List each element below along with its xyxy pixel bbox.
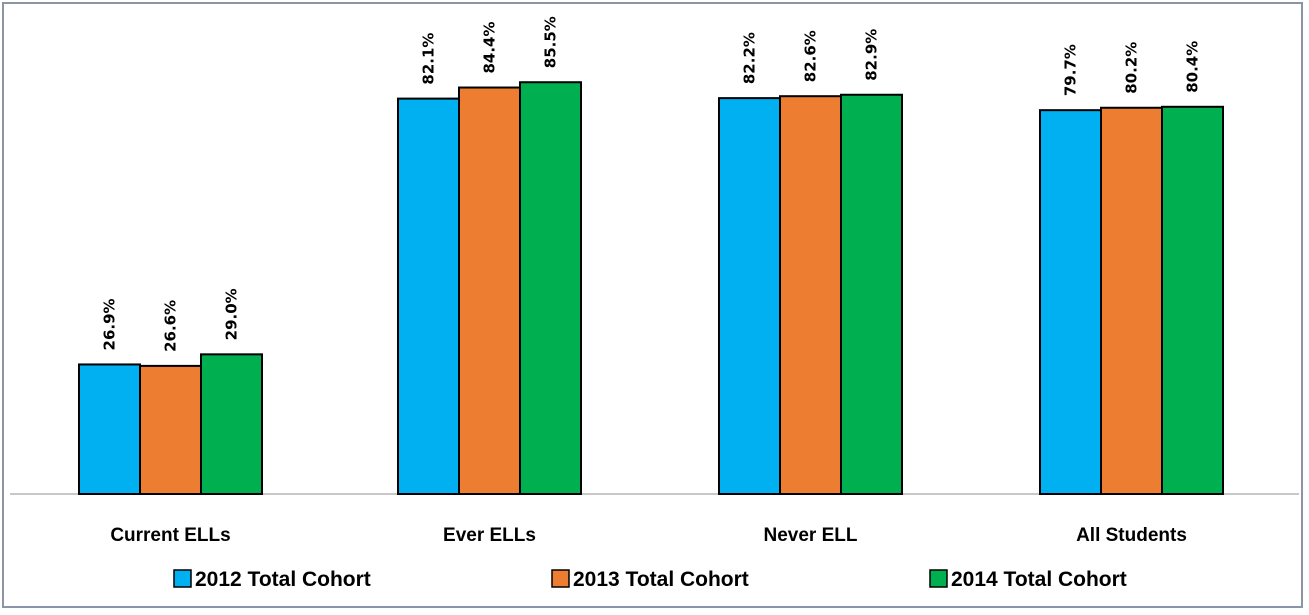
- data-label-current-ells-2014-total-cohort: 29.0%: [223, 288, 241, 340]
- bars-layer: [78, 81, 1224, 496]
- bar-all-students-2012-total-cohort: [1039, 109, 1102, 496]
- legend-swatch-2013-total-cohort: [551, 569, 570, 588]
- bar-all-students-2013-total-cohort: [1100, 106, 1163, 495]
- category-label-current-ells: Current ELLs: [110, 525, 230, 546]
- legend: 2012 Total Cohort 2013 Total Cohort 2014 T…: [173, 568, 1127, 591]
- bar-current-ells-2014-total-cohort: [200, 353, 263, 495]
- bar-ever-ells-2014-total-cohort: [519, 81, 582, 496]
- category-label-all-students: All Students: [1076, 525, 1187, 546]
- bar-never-ell-2014-total-cohort: [840, 93, 903, 495]
- legend-swatch-2012-total-cohort: [173, 569, 192, 588]
- bar-ever-ells-2013-total-cohort: [458, 86, 521, 495]
- legend-swatch-2014-total-cohort: [929, 569, 948, 588]
- category-label-never-ell: Never ELL: [764, 525, 858, 546]
- data-label-ever-ells-2014-total-cohort: 85.5%: [542, 16, 560, 68]
- data-label-current-ells-2012-total-cohort: 26.9%: [101, 298, 119, 350]
- data-label-all-students-2013-total-cohort: 80.2%: [1123, 42, 1141, 94]
- data-label-current-ells-2013-total-cohort: 26.6%: [162, 300, 180, 352]
- legend-label-2013-total-cohort: 2013 Total Cohort: [573, 568, 749, 591]
- bar-current-ells-2013-total-cohort: [139, 364, 202, 496]
- bar-never-ell-2013-total-cohort: [779, 95, 842, 496]
- bar-all-students-2014-total-cohort: [1161, 105, 1224, 495]
- data-label-never-ell-2012-total-cohort: 82.2%: [741, 32, 759, 84]
- data-label-ever-ells-2012-total-cohort: 82.1%: [420, 33, 438, 85]
- bar-labels-layer: 26.9% 26.6% 29.0% 82.1% 84.4% 85.5% 82.2% 82.6%…: [101, 16, 1202, 352]
- category-labels-layer: Current ELLs Ever ELLs Never ELL All Studen…: [110, 525, 1187, 546]
- category-label-ever-ells: Ever ELLs: [443, 525, 536, 546]
- data-label-ever-ells-2013-total-cohort: 84.4%: [481, 21, 499, 73]
- data-label-never-ell-2014-total-cohort: 82.9%: [863, 29, 881, 81]
- legend-label-2012-total-cohort: 2012 Total Cohort: [195, 568, 371, 591]
- data-label-never-ell-2013-total-cohort: 82.6%: [802, 30, 820, 82]
- data-label-all-students-2014-total-cohort: 80.4%: [1184, 41, 1202, 93]
- data-label-all-students-2012-total-cohort: 79.7%: [1062, 44, 1080, 96]
- bar-never-ell-2012-total-cohort: [718, 97, 781, 496]
- bar-ever-ells-2012-total-cohort: [397, 97, 460, 495]
- bar-current-ells-2012-total-cohort: [78, 363, 141, 495]
- legend-label-2014-total-cohort: 2014 Total Cohort: [951, 568, 1127, 591]
